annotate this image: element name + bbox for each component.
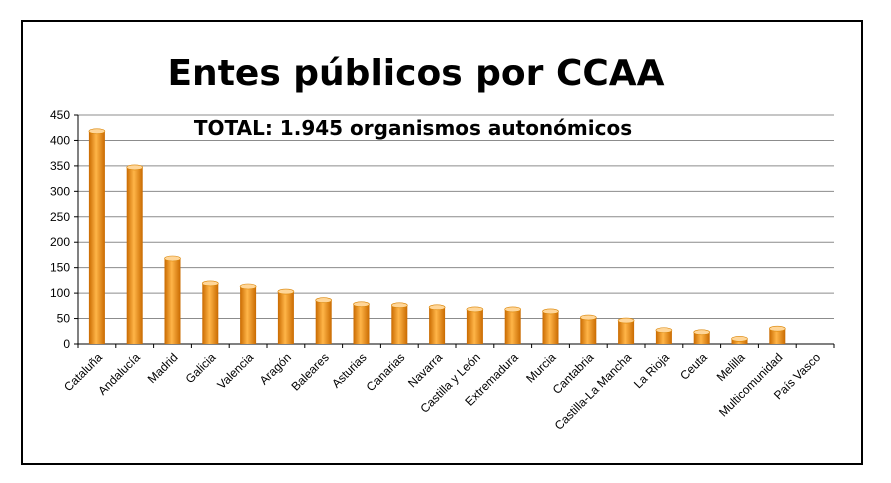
x-category-label: La Rioja [631, 350, 672, 391]
bar-body [655, 330, 672, 344]
y-tick-label: 50 [57, 312, 71, 326]
bar-cap [315, 297, 333, 304]
x-category-label: Canarias [364, 350, 408, 394]
chart-title: Entes públicos por CCAA [167, 53, 664, 94]
chart-annotation: TOTAL: 1.945 organismos autonómicos [194, 116, 632, 140]
bar [504, 306, 522, 344]
x-category-label: Aragón [257, 350, 294, 387]
bar-cap [202, 280, 219, 287]
bar-body [466, 309, 483, 344]
bar [202, 280, 219, 344]
y-tick-label: 350 [50, 159, 70, 173]
x-category-label: Madrid [145, 350, 181, 386]
bar [655, 327, 673, 344]
bar-cap [504, 306, 522, 313]
bar-body [277, 291, 294, 344]
x-category-label: Melilla [714, 350, 748, 384]
bar [126, 164, 143, 344]
bar [164, 255, 181, 344]
y-tick-label: 200 [50, 235, 70, 249]
bar-cap [164, 255, 181, 262]
bar-body [126, 167, 143, 344]
y-tick-label: 0 [63, 337, 70, 351]
x-category-label: Galicia [183, 350, 219, 386]
bar [315, 297, 333, 344]
bar-cap [542, 308, 559, 315]
bar [390, 302, 408, 344]
bar [579, 314, 597, 344]
y-tick-label: 100 [50, 286, 70, 300]
bar-body [353, 304, 370, 344]
bar-cap [428, 304, 446, 311]
x-category-label: Baleares [288, 350, 331, 393]
bar-body [769, 328, 786, 344]
bar-body [429, 307, 446, 344]
x-category-label: Ceuta [677, 350, 710, 383]
bar-cap [277, 288, 295, 295]
y-tick-label: 400 [50, 133, 70, 147]
y-tick-label: 300 [50, 184, 70, 198]
bar-cap [617, 317, 635, 324]
bar-cap [655, 327, 673, 334]
bar-body [88, 131, 105, 344]
bar-cap [353, 301, 370, 308]
bar-body [240, 286, 257, 344]
bar-body [693, 332, 710, 344]
bar-cap [88, 128, 106, 135]
bar-cap [693, 329, 711, 336]
bar [88, 128, 106, 344]
bar-body [504, 309, 521, 344]
bar-body [542, 311, 559, 344]
bar-cap [239, 283, 257, 290]
x-category-label: Murcia [523, 350, 559, 386]
bar [617, 317, 635, 344]
bar-body [164, 258, 181, 344]
x-category-label: Valencia [214, 350, 256, 392]
bar-cap [390, 302, 408, 309]
bar-cap [731, 336, 748, 342]
bar [731, 336, 748, 344]
bar [466, 306, 484, 344]
y-tick-label: 150 [50, 261, 70, 275]
bar [353, 301, 370, 344]
y-tick-label: 250 [50, 210, 70, 224]
y-tick-label: 450 [50, 108, 70, 122]
bar [239, 283, 257, 344]
bar-cap [579, 314, 597, 321]
bar [277, 288, 295, 344]
bar-body [580, 317, 597, 344]
bar [768, 325, 786, 344]
bar [428, 304, 446, 344]
bar-body [202, 283, 219, 344]
x-category-label: Andalucía [95, 350, 143, 398]
bar-body [391, 305, 408, 344]
bar-cap [768, 325, 786, 332]
bar-body [315, 300, 332, 344]
bar [693, 329, 711, 344]
bar [542, 308, 559, 344]
bar-body [618, 320, 635, 344]
bar-cap [126, 164, 143, 171]
bar-cap [466, 306, 484, 313]
